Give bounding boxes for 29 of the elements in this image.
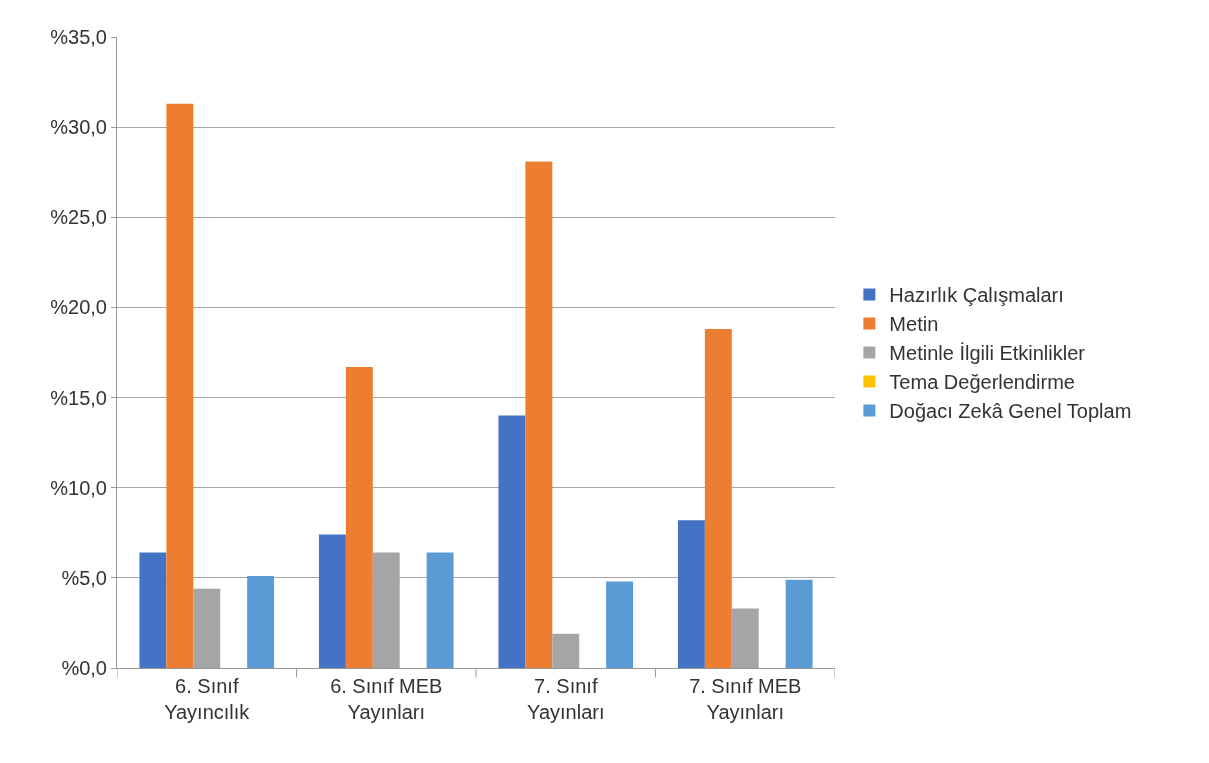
x-tick-label: 6. Sınıf MEB Yayınları [330, 675, 443, 723]
bar [498, 415, 526, 668]
legend-label: Hazırlık Çalışmaları [889, 284, 1064, 307]
y-tick-label: %0,0 [61, 657, 107, 679]
legend-label: Metin [889, 313, 939, 336]
bar [785, 579, 813, 668]
bar [606, 581, 634, 668]
bar [677, 520, 705, 668]
y-tick-label: %30,0 [50, 116, 107, 139]
x-tick-label: 7. Sınıf Yayınları [527, 675, 605, 723]
x-tick-label: 7. Sınıf MEB Yayınları [689, 675, 802, 723]
y-tick-label: %25,0 [50, 206, 107, 229]
bar [318, 534, 346, 668]
legend-label: Tema Değerlendirme [889, 371, 1075, 394]
bar [704, 329, 732, 668]
y-tick-label: %35,0 [50, 26, 107, 48]
y-tick-label: %15,0 [50, 386, 107, 409]
bar [166, 103, 194, 668]
bar [247, 576, 275, 668]
y-tick-label: %20,0 [50, 296, 107, 319]
bar [345, 366, 373, 668]
y-tick-label: %10,0 [50, 476, 107, 499]
y-tick-label: %5,0 [61, 566, 107, 589]
bar [139, 552, 167, 668]
bar [525, 161, 553, 668]
legend-label: Metinle İlgili Etkinlikler [889, 342, 1086, 365]
x-tick-label: 6. Sınıf Yayıncılık [164, 675, 251, 723]
bar [426, 552, 454, 668]
legend-label: Doğacı Zekâ Genel Toplam [889, 400, 1132, 423]
